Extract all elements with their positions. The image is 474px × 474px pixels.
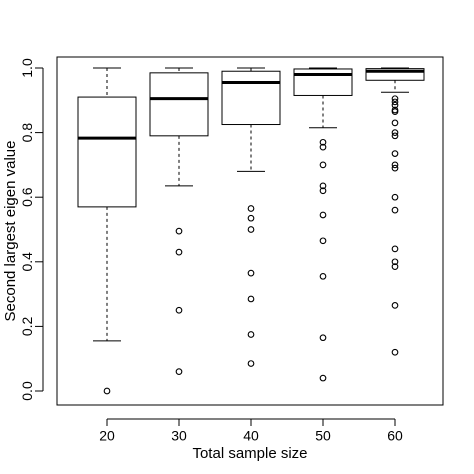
outlier-point (391, 161, 399, 169)
x-tick-label: 50 (315, 427, 331, 443)
outlier-point (319, 182, 327, 190)
outlier-point (175, 227, 183, 235)
outlier-point (247, 295, 255, 303)
plot-frame (56, 56, 444, 406)
outlier-point (247, 205, 255, 212)
outlier-point (319, 272, 327, 280)
outlier-point (247, 214, 255, 222)
y-tick-label: 0.0 (19, 381, 35, 401)
outlier-point (319, 138, 327, 146)
outlier-point (319, 374, 327, 382)
box-group-60 (365, 67, 425, 356)
x-tick-label: 30 (171, 427, 187, 443)
outlier-point (319, 143, 327, 151)
y-tick-label: 0.2 (19, 316, 35, 336)
iqr-box (77, 96, 137, 208)
outlier-point (391, 119, 399, 127)
outlier-point (175, 248, 183, 256)
outlier-point (391, 98, 399, 106)
outlier-point (319, 187, 327, 195)
x-tick-label: 40 (243, 427, 259, 443)
y-axis-label: Second largest eigen value (2, 141, 19, 322)
outlier-point (391, 258, 399, 266)
outlier-point (247, 226, 255, 233)
iqr-box (293, 68, 353, 96)
outlier-point (391, 193, 399, 201)
y-tick-label: 0.8 (19, 123, 35, 143)
y-tick-label: 0.6 (19, 187, 35, 207)
iqr-box (149, 72, 209, 137)
outlier-point (391, 263, 399, 270)
box-group-50 (293, 67, 353, 382)
outlier-point (391, 164, 399, 172)
outlier-point (247, 360, 255, 367)
iqr-box (365, 68, 425, 81)
outlier-point (391, 108, 399, 115)
x-tick-label: 20 (99, 427, 115, 443)
box-group-40 (221, 67, 281, 367)
box-group-30 (149, 67, 209, 375)
box-group-20 (77, 67, 137, 395)
outlier-point (247, 331, 255, 338)
x-tick-label: 60 (387, 427, 403, 443)
outlier-point (391, 101, 399, 109)
outlier-point (319, 237, 327, 245)
x-axis: 20 30 40 50 60 (99, 418, 403, 443)
y-tick-label: 1.0 (19, 58, 35, 78)
y-axis: 0.0 0.2 0.4 0.6 0.8 1.0 (19, 58, 44, 401)
outlier-point (391, 245, 399, 253)
outlier-point (247, 269, 255, 277)
outlier-point (319, 334, 327, 342)
outlier-point (391, 348, 399, 356)
outlier-point (391, 150, 399, 157)
outlier-point (175, 306, 183, 314)
outlier-point (391, 95, 399, 103)
outlier-point (391, 129, 399, 136)
outlier-point (391, 302, 399, 309)
outlier-point (391, 132, 399, 140)
x-axis-label: Total sample size (192, 445, 307, 462)
outlier-point (175, 368, 183, 375)
y-tick-label: 0.4 (19, 252, 35, 272)
boxes-layer (77, 67, 425, 395)
outlier-point (103, 387, 111, 395)
outlier-point (391, 206, 399, 214)
iqr-box (221, 70, 281, 126)
outlier-point (319, 161, 327, 169)
outlier-point (319, 211, 327, 219)
